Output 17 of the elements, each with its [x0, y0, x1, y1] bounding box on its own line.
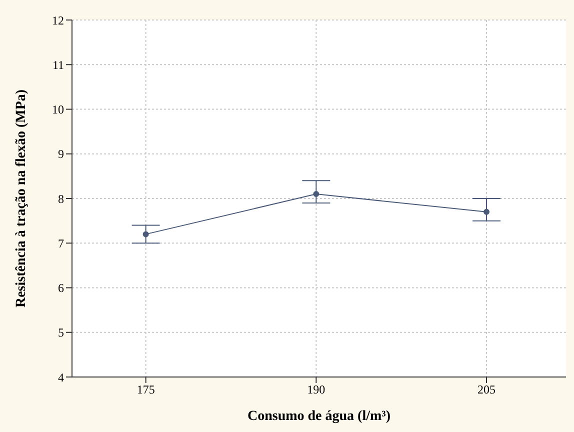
y-tick-label: 11 — [52, 58, 64, 72]
point — [142, 231, 149, 238]
y-tick-label: 9 — [58, 147, 64, 162]
y-axis-title: Resistência à tração na flexão (MPa) — [14, 89, 29, 308]
y-tick-label: 4 — [58, 370, 64, 384]
y-tick-label: 10 — [52, 102, 64, 117]
y-tick-label: 12 — [52, 13, 64, 28]
point — [484, 208, 490, 215]
y-tick-label: 8 — [58, 192, 64, 206]
y-tick-label: 5 — [58, 326, 64, 340]
y-tick-label: 7 — [58, 236, 64, 250]
x-tick-label: 190 — [307, 382, 326, 397]
point — [313, 191, 320, 198]
x-axis-title: Consumo de água (l/m³) — [247, 409, 391, 424]
x-tick-label: 205 — [478, 382, 496, 397]
x-tick-label: 175 — [136, 382, 155, 397]
y-tick-label: 6 — [58, 281, 64, 296]
